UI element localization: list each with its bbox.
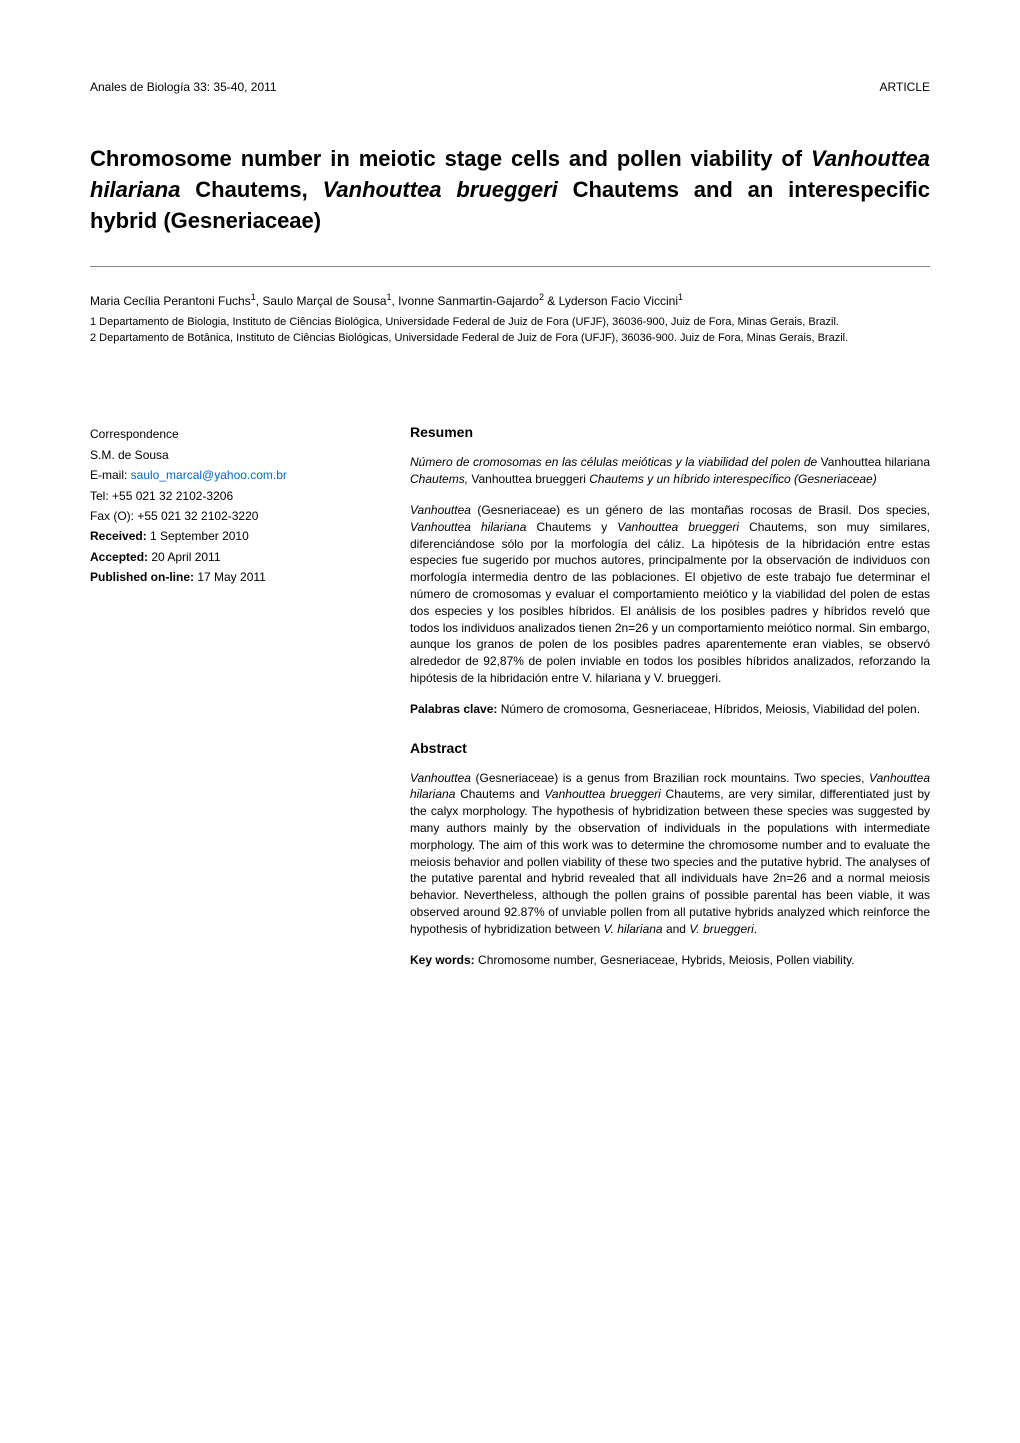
published-date: 17 May 2011	[194, 570, 266, 584]
resumen-species: Vanhouttea brueggeri	[617, 520, 739, 534]
received-date: 1 September 2010	[147, 529, 249, 543]
abstract-heading: Abstract	[410, 740, 930, 756]
abstract-text: (Gesneriaceae) is a genus from Brazilian…	[471, 771, 869, 785]
keywords-label: Key words:	[410, 953, 475, 967]
affiliation-2: 2 Departamento de Botânica, Instituto de…	[90, 332, 930, 344]
resumen-title-text: Chautems,	[410, 472, 468, 486]
title-species-2: Vanhouttea brueggeri	[323, 177, 558, 202]
page-header: Anales de Biología 33: 35-40, 2011 ARTIC…	[90, 80, 930, 94]
resumen-text: Chautems, son muy similares, diferencián…	[410, 520, 930, 685]
abstract-body: Vanhouttea (Gesneriaceae) is a genus fro…	[410, 770, 930, 938]
resumen-title-text: Chautems y un híbrido interespecífico (G…	[589, 472, 876, 486]
resumen-keywords: Palabras clave: Número de cromosoma, Ges…	[410, 701, 930, 718]
email-label: E-mail:	[90, 468, 131, 482]
palabras-clave-label: Palabras clave:	[410, 702, 497, 716]
received-row: Received: 1 September 2010	[90, 526, 370, 546]
resumen-genus: Vanhouttea	[410, 503, 471, 517]
author-name: Maria Cecília Perantoni Fuchs	[90, 294, 251, 308]
correspondence-tel: Tel: +55 021 32 2102-3206	[90, 486, 370, 506]
author-affil-marker: 1	[678, 292, 683, 302]
title-text: Chautems,	[180, 177, 322, 202]
published-label: Published on-line:	[90, 570, 194, 584]
author-list: Maria Cecília Perantoni Fuchs 1 , Saulo Ma…	[90, 292, 930, 308]
author-name: , Saulo Marçal de Sousa	[256, 294, 387, 308]
correspondence-fax: Fax (O): +55 021 32 2102-3220	[90, 506, 370, 526]
author-name: & Lyderson Facio Viccini	[544, 294, 678, 308]
accepted-date: 20 April 2011	[148, 550, 221, 564]
article-title: Chromosome number in meiotic stage cells…	[90, 144, 930, 236]
resumen-title-species: Vanhouttea hilariana	[821, 455, 930, 469]
received-label: Received:	[90, 529, 147, 543]
palabras-clave-text: Número de cromosoma, Gesneriaceae, Híbri…	[497, 702, 920, 716]
email-link[interactable]: saulo_marcal@yahoo.com.br	[131, 468, 287, 482]
resumen-body: Vanhouttea (Gesneriaceae) es un género d…	[410, 502, 930, 687]
author-name: , Ivonne Sanmartin-Gajardo	[392, 294, 539, 308]
accepted-label: Accepted:	[90, 550, 148, 564]
title-text: Chromosome number in meiotic stage cells…	[90, 146, 811, 171]
resumen-title-text: Número de cromosomas en las células meió…	[410, 455, 821, 469]
resumen-text: Chautems y	[526, 520, 617, 534]
accepted-row: Accepted: 20 April 2011	[90, 547, 370, 567]
resumen-species: Vanhouttea hilariana	[410, 520, 526, 534]
abstracts-column: Resumen Número de cromosomas en las célu…	[410, 424, 930, 990]
resumen-title-species: Vanhouttea brueggeri	[468, 472, 589, 486]
article-type-label: ARTICLE	[880, 80, 930, 94]
resumen-heading: Resumen	[410, 424, 930, 440]
title-divider	[90, 266, 930, 267]
abstract-text: .	[754, 922, 757, 936]
abstract-text: Chautems and	[455, 787, 544, 801]
affiliation-1: 1 Departamento de Biologia, Instituto de…	[90, 316, 930, 328]
abstract-text: and	[663, 922, 690, 936]
abstract-text: Chautems, are very similar, differentiat…	[410, 787, 930, 935]
abstract-keywords: Key words: Chromosome number, Gesneriace…	[410, 952, 930, 969]
correspondence-email-row: E-mail: saulo_marcal@yahoo.com.br	[90, 465, 370, 485]
abstract-species: Vanhouttea brueggeri	[544, 787, 660, 801]
resumen-title: Número de cromosomas en las células meió…	[410, 454, 930, 488]
correspondence-heading: Correspondence	[90, 424, 370, 444]
abstract-species: V. hilariana	[603, 922, 662, 936]
resumen-text: (Gesneriaceae) es un género de las monta…	[471, 503, 930, 517]
journal-citation: Anales de Biología 33: 35-40, 2011	[90, 80, 277, 94]
keywords-text: Chromosome number, Gesneriaceae, Hybrids…	[475, 953, 855, 967]
main-content-grid: Correspondence S.M. de Sousa E-mail: sau…	[90, 424, 930, 990]
correspondence-block: Correspondence S.M. de Sousa E-mail: sau…	[90, 424, 370, 990]
published-row: Published on-line: 17 May 2011	[90, 567, 370, 587]
abstract-species: V. brueggeri	[689, 922, 753, 936]
abstract-genus: Vanhouttea	[410, 771, 471, 785]
correspondence-name: S.M. de Sousa	[90, 445, 370, 465]
